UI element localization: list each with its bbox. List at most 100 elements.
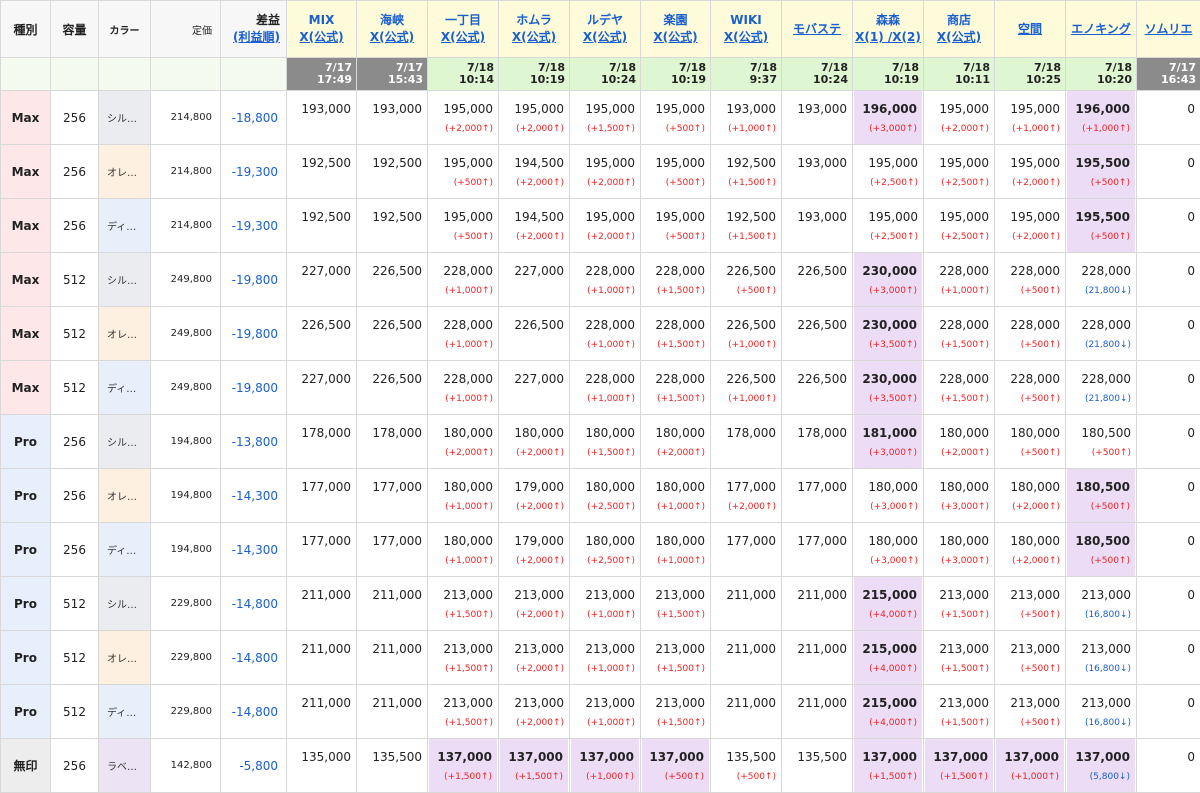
list-price: 214,800 — [151, 145, 221, 199]
profit-diff-link[interactable]: -18,800 — [221, 91, 287, 145]
buyback-price-cell: 211,000 — [782, 631, 853, 685]
buyback-price: 194,500 — [499, 145, 569, 170]
site-name-link[interactable]: WIKI — [711, 12, 781, 29]
profit-diff-link[interactable]: -14,300 — [221, 469, 287, 523]
site-source-link[interactable]: X(公式) — [924, 29, 994, 46]
site-source-link[interactable]: X(公式) — [357, 29, 427, 46]
profit-diff-link[interactable]: -19,300 — [221, 145, 287, 199]
site-name-link[interactable]: 楽園 — [641, 12, 710, 29]
buyback-price: 228,000 — [1066, 307, 1136, 332]
buyback-price: 230,000 — [854, 361, 922, 386]
list-price: 249,800 — [151, 253, 221, 307]
profit-diff-link[interactable]: -19,800 — [221, 307, 287, 361]
site-name-link[interactable]: 一丁目 — [428, 12, 498, 29]
site-header[interactable]: ソムリエ — [1137, 1, 1200, 58]
buyback-price-cell: 192,500 — [287, 199, 357, 253]
price-change: (+500↑) — [428, 224, 498, 242]
profit-diff-link[interactable]: -13,800 — [221, 415, 287, 469]
profit-diff-link[interactable]: -14,300 — [221, 523, 287, 577]
buyback-price-cell: 195,000(+2,000↑) — [570, 145, 641, 199]
buyback-price-cell: 226,500 — [287, 307, 357, 361]
price-change: (+1,000↑) — [570, 386, 640, 404]
buyback-price-cell: 180,000(+3,000↑) — [853, 469, 924, 523]
buyback-price: 177,000 — [287, 469, 356, 494]
buyback-price-cell: 213,000(+2,000↑) — [499, 577, 570, 631]
site-source-link[interactable]: X(公式) — [428, 29, 498, 46]
site-name-link[interactable]: 森森 — [853, 12, 923, 29]
model-type: 無印 — [1, 739, 51, 793]
buyback-price: 137,000 — [429, 739, 497, 764]
profit-diff-link[interactable]: -14,800 — [221, 685, 287, 739]
color-name: シル… — [99, 415, 151, 469]
site-name-link[interactable]: MIX — [287, 12, 356, 29]
price-change: (+1,500↑) — [641, 710, 710, 728]
site-header[interactable]: モバステ — [782, 1, 853, 58]
buyback-price-cell: 135,000 — [287, 739, 357, 793]
site-source-link[interactable]: X(公式) — [641, 29, 710, 46]
profit-diff-link[interactable]: -19,800 — [221, 361, 287, 415]
site-source-link[interactable]: X(1) /X(2) — [853, 29, 923, 46]
site-source-link[interactable]: X(公式) — [499, 29, 569, 46]
price-change: (+4,000↑) — [854, 656, 922, 674]
site-name-link[interactable]: 空間 — [995, 21, 1065, 38]
buyback-price-cell: 228,000(+500↑) — [995, 253, 1066, 307]
site-name-link[interactable]: 海峡 — [357, 12, 427, 29]
buyback-price-cell: 180,000(+500↑) — [995, 415, 1066, 469]
buyback-price: 195,000 — [428, 145, 498, 170]
site-source-link[interactable]: X(公式) — [570, 29, 640, 46]
site-name-link[interactable]: ソムリエ — [1137, 21, 1200, 38]
buyback-price-cell: 211,000 — [782, 577, 853, 631]
site-source-link[interactable]: X(公式) — [287, 29, 356, 46]
buyback-price-cell: 194,500(+2,000↑) — [499, 145, 570, 199]
price-change: (+500↑) — [641, 224, 710, 242]
site-header[interactable]: エノキング — [1066, 1, 1137, 58]
site-name-link[interactable]: 商店 — [924, 12, 994, 29]
buyback-price-cell: 228,000(+1,000↑) — [428, 361, 499, 415]
price-change: (+2,000↑) — [499, 440, 569, 458]
buyback-price: 180,000 — [570, 415, 640, 440]
buyback-price: 177,000 — [357, 469, 427, 494]
site-name-link[interactable]: ホムラ — [499, 12, 569, 29]
storage-capacity: 512 — [51, 307, 99, 361]
buyback-price-cell: 180,500(+500↑) — [1066, 415, 1137, 469]
price-change: (+1,500↑) — [854, 764, 922, 782]
price-change: (+2,000↑) — [499, 602, 569, 620]
profit-diff-link[interactable]: -19,800 — [221, 253, 287, 307]
price-change: (+1,000↑) — [1067, 116, 1135, 134]
profit-diff-link[interactable]: -19,300 — [221, 199, 287, 253]
buyback-price-cell: 178,000 — [711, 415, 782, 469]
profit-diff-link[interactable]: -5,800 — [221, 739, 287, 793]
buyback-price-cell: 213,000(+500↑) — [995, 577, 1066, 631]
price-change: (+500↑) — [995, 332, 1065, 350]
price-change: (+3,000↑) — [853, 548, 923, 566]
profit-diff-link[interactable]: -14,800 — [221, 577, 287, 631]
site-name-link[interactable]: モバステ — [782, 21, 852, 38]
buyback-price-cell: 180,000(+2,000↑) — [499, 415, 570, 469]
site-name-link[interactable]: ルデヤ — [570, 12, 640, 29]
site-source-link[interactable]: X(公式) — [711, 29, 781, 46]
header-diff[interactable]: 差益 (利益順) — [221, 1, 287, 58]
price-change: (+500↑) — [711, 764, 781, 782]
profit-diff-link[interactable]: -14,800 — [221, 631, 287, 685]
model-type: Max — [1, 91, 51, 145]
price-change: (+2,500↑) — [570, 548, 640, 566]
sort-by-profit-link[interactable]: (利益順) — [221, 29, 280, 46]
site-header[interactable]: 空間 — [995, 1, 1066, 58]
price-change: (+500↑) — [1067, 224, 1135, 242]
buyback-price-cell: 213,000(+1,500↑) — [428, 577, 499, 631]
site-name-link[interactable]: エノキング — [1066, 21, 1136, 38]
